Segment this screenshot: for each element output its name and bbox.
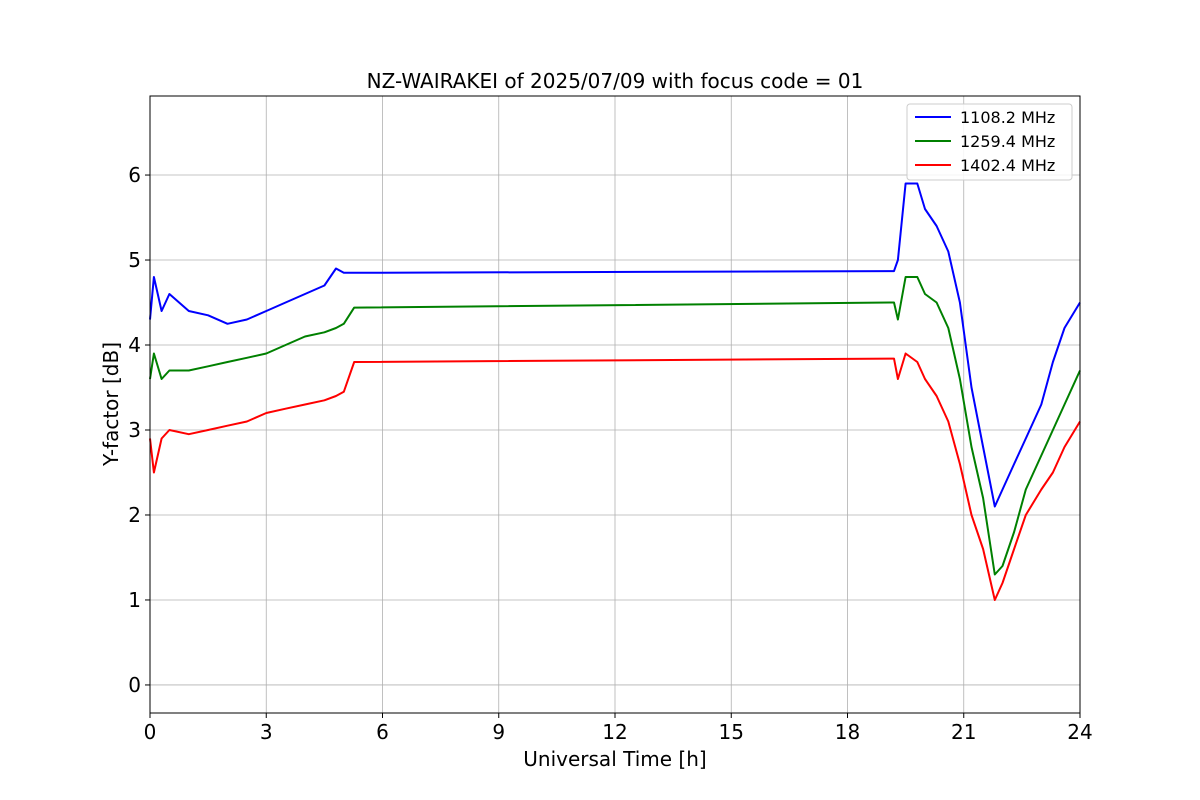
- y-tick-label: 4: [128, 333, 141, 357]
- x-axis-label: Universal Time [h]: [523, 747, 706, 771]
- y-tick-label: 3: [128, 418, 141, 442]
- y-tick-label: 5: [128, 248, 141, 272]
- x-tick-label: 15: [719, 720, 744, 744]
- legend: 1108.2 MHz 1259.4 MHz 1402.4 MHz: [906, 103, 1073, 181]
- series-line-2: [149, 276, 1081, 576]
- x-tick-label: 21: [951, 720, 976, 744]
- legend-label: 1259.4 MHz: [960, 132, 1055, 151]
- y-axis-label: Y-factor [dB]: [99, 342, 123, 467]
- series-line-3: [149, 352, 1081, 601]
- y-tick-label: 6: [128, 163, 141, 187]
- y-tick-label: 2: [128, 503, 141, 527]
- y-tick-label: 0: [128, 673, 141, 697]
- series-lines: [149, 182, 1081, 601]
- chart-title: NZ-WAIRAKEI of 2025/07/09 with focus cod…: [367, 69, 864, 93]
- x-tick-label: 12: [602, 720, 627, 744]
- x-axis: 0 3 6 9 12 15 18 21 24: [144, 713, 1093, 744]
- x-tick-label: 3: [260, 720, 273, 744]
- y-tick-label: 1: [128, 588, 141, 612]
- series-line-1: [149, 182, 1081, 508]
- x-tick-label: 9: [492, 720, 505, 744]
- legend-box: [906, 103, 1073, 181]
- x-tick-label: 0: [144, 720, 157, 744]
- x-tick-label: 6: [376, 720, 389, 744]
- x-tick-label: 18: [835, 720, 860, 744]
- grid: [149, 96, 1081, 713]
- x-tick-label: 24: [1067, 720, 1092, 744]
- y-axis: 0 1 2 3 4 5 6: [128, 163, 150, 697]
- legend-label: 1108.2 MHz: [960, 108, 1055, 127]
- legend-label: 1402.4 MHz: [960, 156, 1055, 175]
